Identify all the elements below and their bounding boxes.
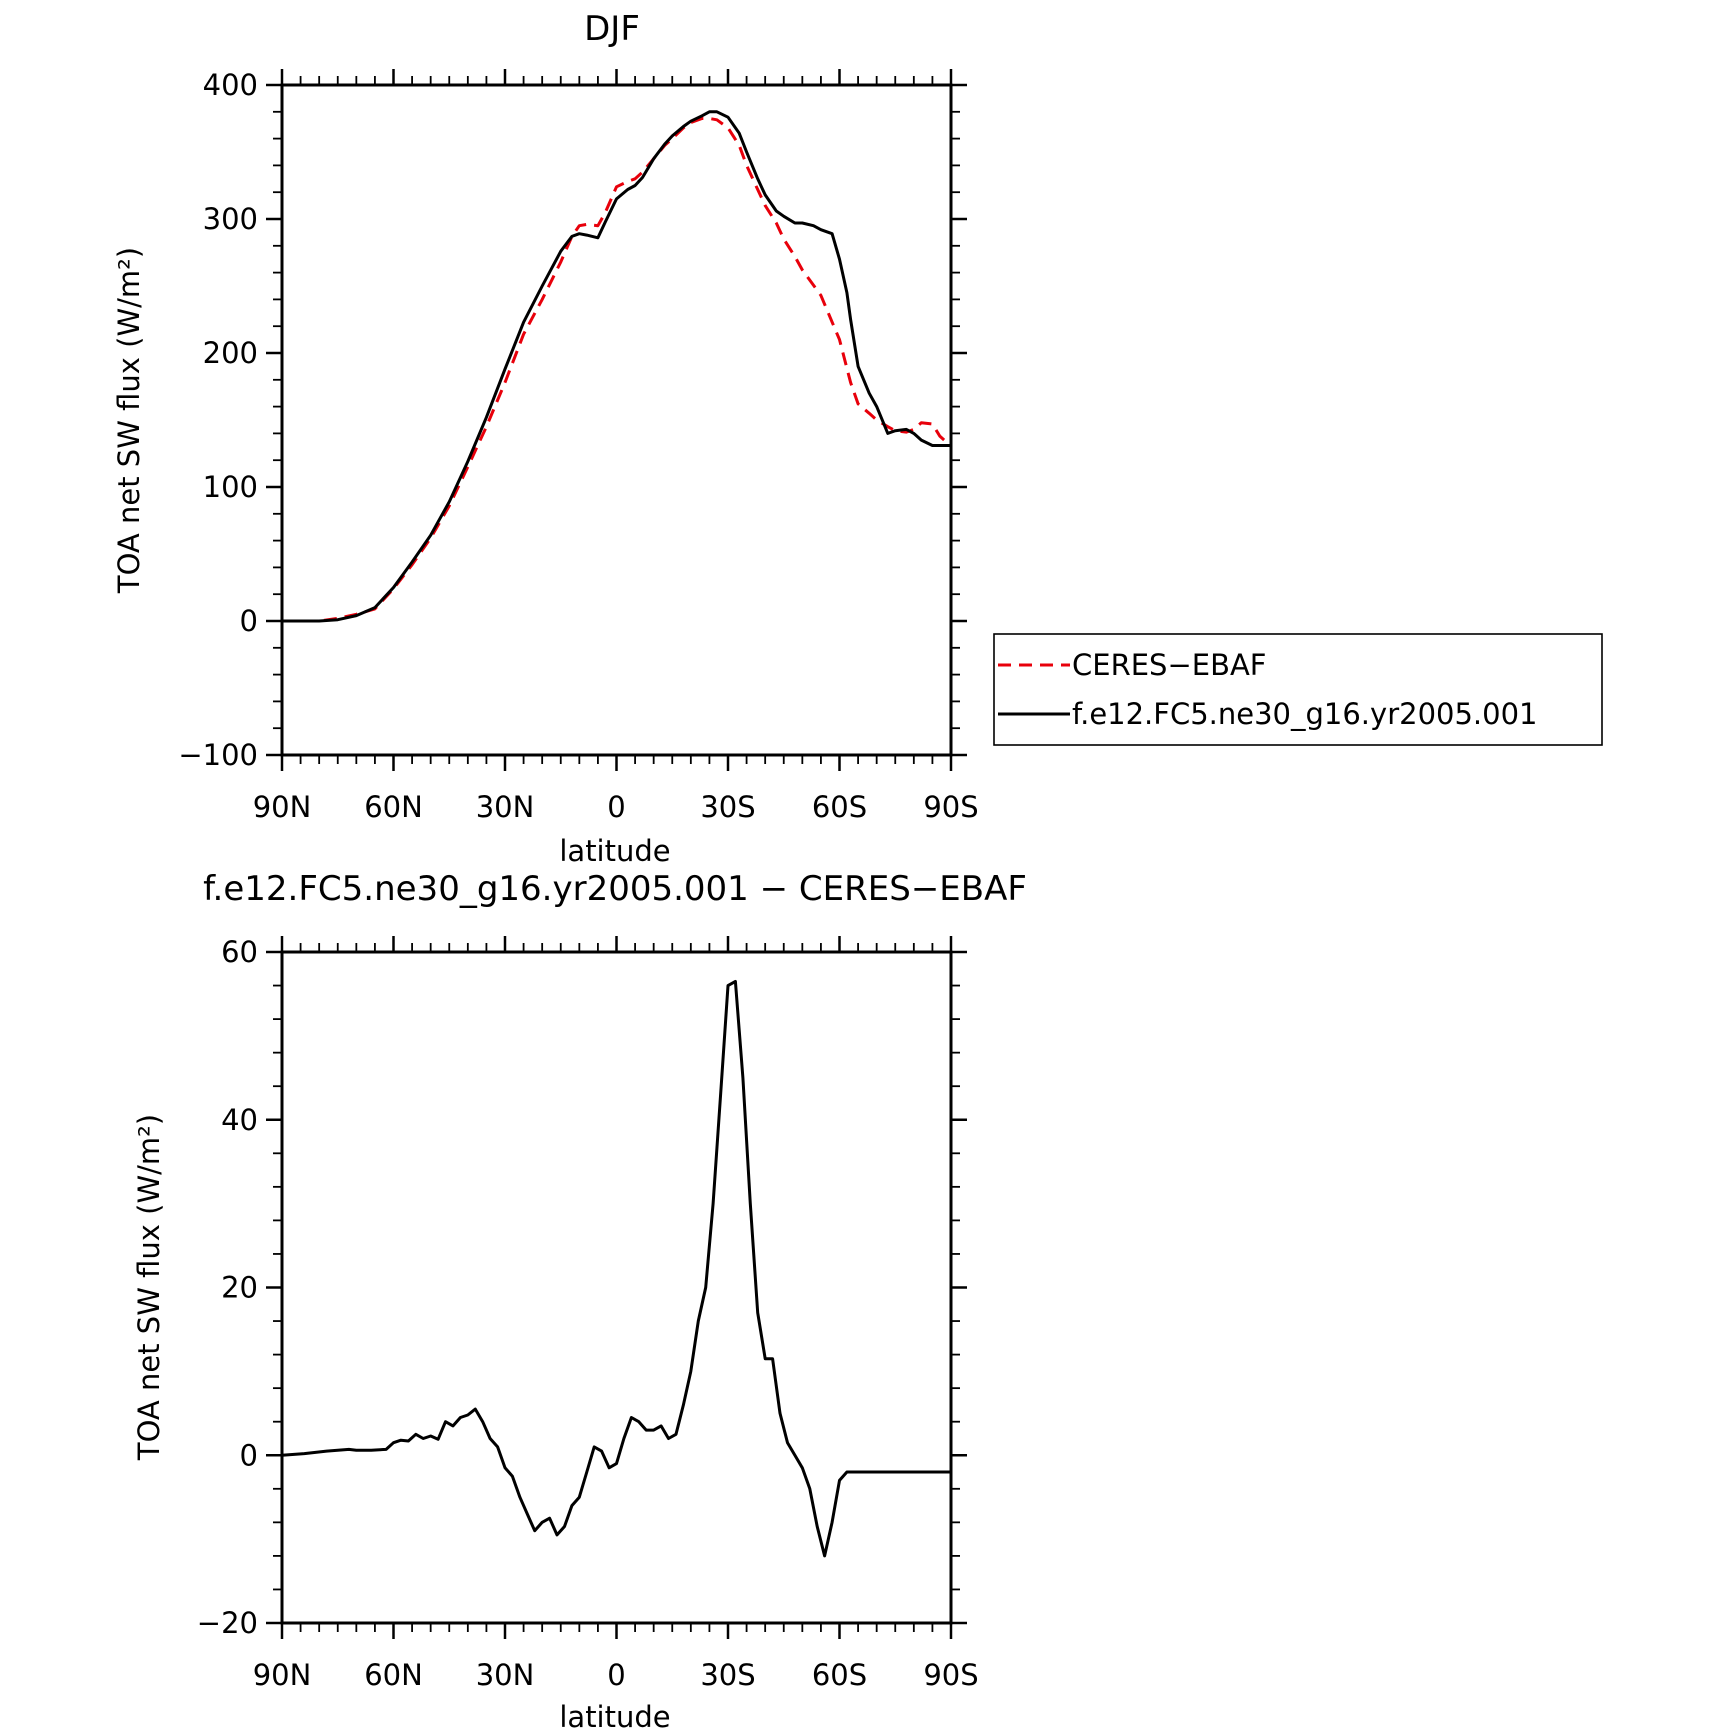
legend-box (993, 633, 1603, 746)
y-tick-label: 60 (221, 935, 258, 969)
legend: CERES−EBAF f.e12.FC5.ne30_g16.yr2005.001 (993, 633, 1603, 746)
x-tick-label: 30S (700, 790, 755, 824)
top-panel-y-axis-label: TOA net SW flux (W/m²) (112, 247, 146, 594)
x-tick-label: 30N (476, 1658, 535, 1692)
x-tick-label: 30N (476, 790, 535, 824)
y-tick-label: 300 (203, 202, 258, 236)
y-tick-label: 400 (203, 68, 258, 102)
y-tick-label: −100 (178, 738, 258, 772)
x-tick-label: 60N (364, 1658, 423, 1692)
difference-line (281, 979, 951, 1558)
y-tick-label: 200 (203, 336, 258, 370)
plot-frame (280, 950, 953, 1625)
y-tick-label: 40 (221, 1103, 258, 1137)
top-panel-x-axis-label: latitude (559, 834, 670, 868)
top-panel: DJF −100 0 100 200 300 400 90N 60N 30N 0 30S 60S 90S… (112, 9, 979, 868)
bottom-panel-curves (281, 979, 951, 1558)
x-tick-label: 0 (607, 790, 625, 824)
x-tick-label: 90N (253, 790, 312, 824)
x-tick-label: 60S (812, 790, 867, 824)
x-tick-label: 90S (923, 1658, 978, 1692)
y-tick-label: 100 (203, 470, 258, 504)
bottom-panel: f.e12.FC5.ne30_g16.yr2005.001 − CERES−EB… (132, 869, 1027, 1734)
legend-label-ceres: CERES−EBAF (1072, 648, 1267, 682)
x-tick-label: 30S (700, 1658, 755, 1692)
x-tick-label: 60S (812, 1658, 867, 1692)
y-tick-label: 20 (221, 1271, 258, 1305)
bottom-panel-x-axis-label: latitude (559, 1700, 670, 1734)
top-panel-curves (282, 110, 952, 623)
top-panel-title: DJF (584, 9, 640, 49)
bottom-panel-title: f.e12.FC5.ne30_g16.yr2005.001 − CERES−EB… (203, 869, 1027, 909)
x-tick-label: 90S (923, 790, 978, 824)
series-line-1 (282, 110, 951, 623)
y-tick-label: −20 (197, 1606, 258, 1640)
legend-label-model: f.e12.FC5.ne30_g16.yr2005.001 (1072, 697, 1538, 731)
x-tick-label: 60N (364, 790, 423, 824)
y-tick-label: 0 (240, 604, 258, 638)
x-tick-label: 0 (607, 1658, 625, 1692)
x-tick-label: 90N (253, 1658, 312, 1692)
series-line-0 (282, 117, 952, 623)
bottom-panel-ticks: −20 0 20 40 60 90N 60N 30N 0 30S 60S 90S (197, 935, 979, 1692)
bottom-panel-frame (280, 950, 953, 1625)
bottom-panel-y-axis-label: TOA net SW flux (W/m²) (132, 1114, 166, 1461)
y-tick-label: 0 (240, 1438, 258, 1472)
top-panel-ticks: −100 0 100 200 300 400 90N 60N 30N 0 30S 60S 90S (178, 68, 978, 824)
